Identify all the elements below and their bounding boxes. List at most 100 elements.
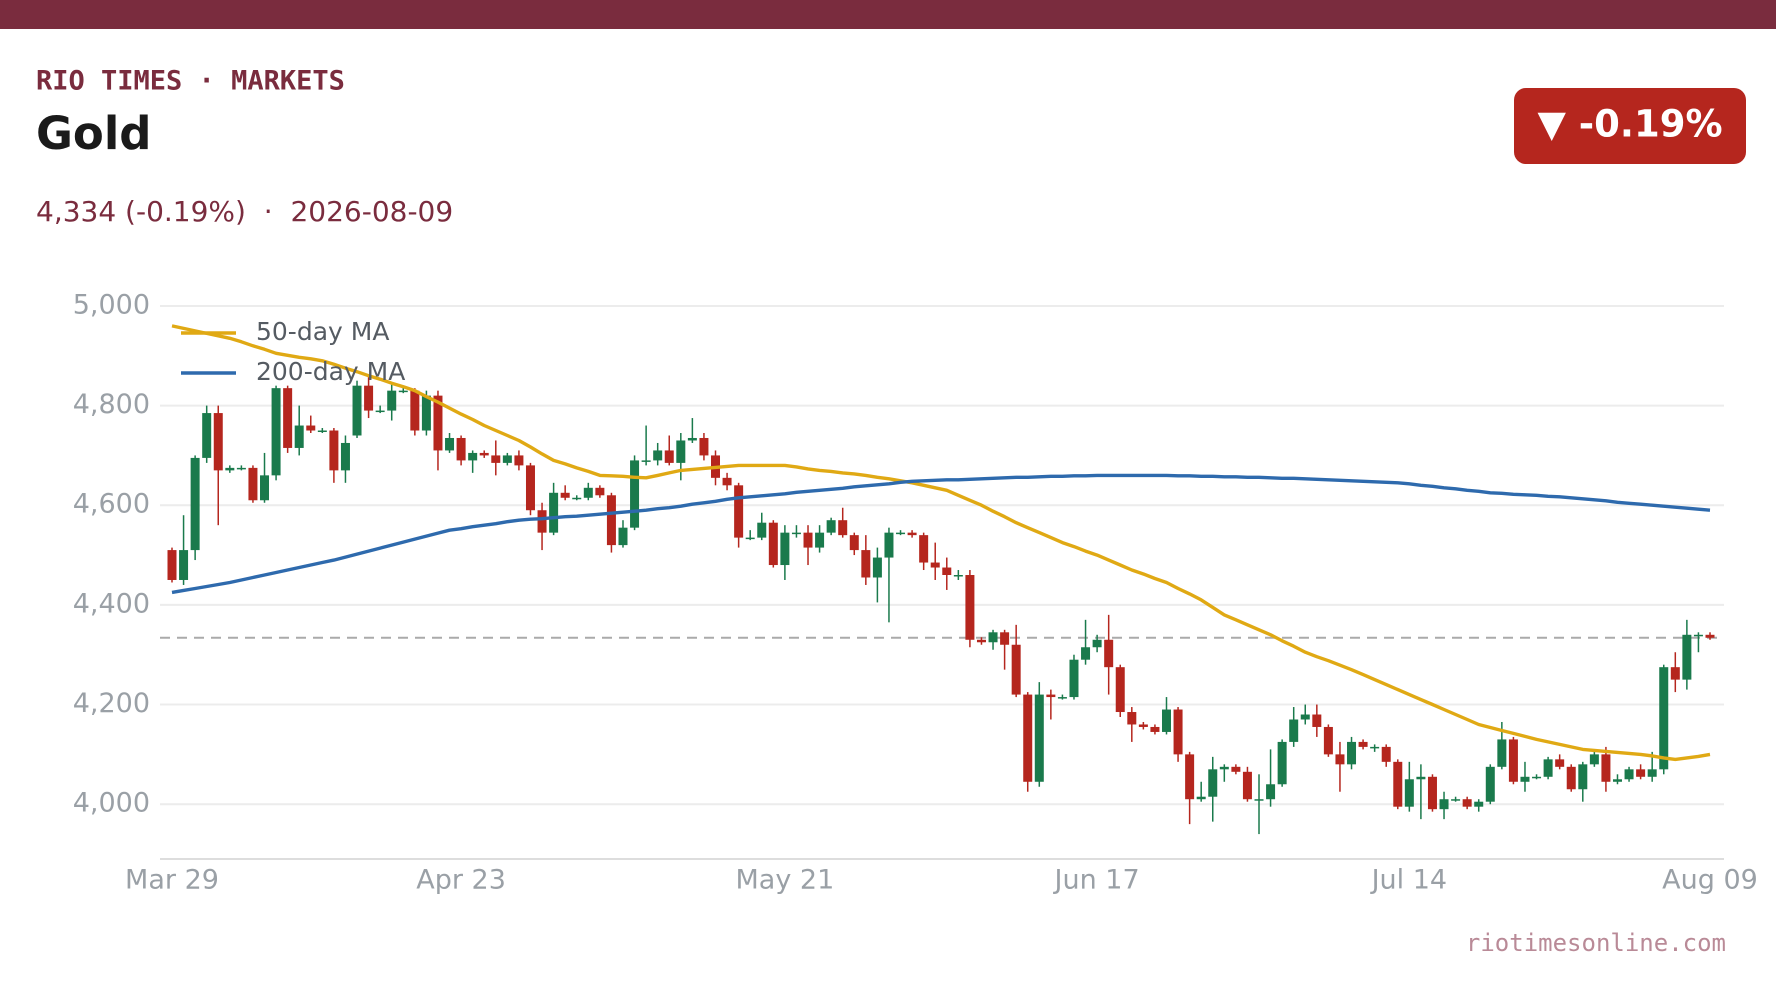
candle-body [1543,759,1553,777]
candle-body [664,450,674,463]
candle-body [1127,712,1137,725]
candle-body [699,437,709,456]
candle-body [1104,639,1114,668]
candle-body [930,562,940,568]
candle-body [1254,799,1264,801]
x-tick-label: Jul 14 [1370,865,1448,896]
candle-body [942,567,952,575]
x-tick-label: Mar 29 [125,865,219,896]
candle-body [179,550,189,580]
candle-body [1069,659,1079,698]
y-tick-label: 4,000 [73,788,150,819]
candle-body [1612,779,1622,782]
x-tick-label: Aug 09 [1662,865,1758,896]
candle-body [1115,667,1125,713]
candle-body [525,465,535,511]
candle-body [745,537,755,540]
badge-text: ▼ -0.19% [1537,103,1722,146]
x-tick-label: Jun 17 [1053,865,1140,896]
x-tick-label: May 21 [736,865,835,896]
candle-body [1323,726,1333,755]
candle-body [1659,667,1669,770]
candle-body [1266,784,1276,800]
candle-body [1497,739,1507,767]
candle-body [791,532,801,535]
candle-body [491,455,501,463]
candle-body [560,492,570,498]
candle-body [976,639,986,643]
candle-body [1196,796,1206,800]
candle-body [838,520,848,536]
legend-label: 200-day MA [256,357,405,386]
candle-body [317,430,327,433]
candle-body [896,532,906,535]
footer: riotimesonline.com [1466,929,1726,957]
subtitle: 4,334 (-0.19%) · 2026-08-09 [36,195,453,228]
candle-body [606,495,616,546]
candle-body [445,437,455,451]
candle-body [884,532,894,558]
candle-body [1138,724,1148,727]
candle-body [468,452,478,461]
candle-body [236,467,246,470]
x-tick-label: Apr 23 [416,865,506,896]
candle-body [1589,754,1599,765]
candle-body [306,425,316,431]
candle-body [537,510,547,533]
candle-body [1393,761,1403,807]
candle-body [1289,719,1299,742]
candle-body [1520,776,1530,782]
candle-body [872,557,882,578]
candle-body [687,437,697,441]
candle-body [283,388,293,448]
y-tick-label: 4,400 [73,588,150,619]
candle-body [1081,647,1091,660]
candle-body [826,520,836,533]
candle-body [803,532,813,548]
candle-body [225,467,235,471]
candle-body [1682,634,1692,680]
candle-body [514,455,524,466]
candle-body [815,532,825,548]
candle-body [1057,697,1067,699]
candle-body [294,425,304,448]
candle-body [387,390,397,411]
candle-body [375,410,385,413]
candle-body [1034,694,1044,782]
candle-body [549,492,559,533]
candle-body [1508,739,1518,782]
candle-body [248,467,258,501]
candle-body [1601,754,1611,782]
candle-body [260,475,270,501]
candle-body [722,477,732,486]
candle-body [1532,776,1542,779]
ma-line [171,324,1711,762]
candle-body [1000,632,1010,645]
candle-body [849,535,859,551]
candle-body [919,535,929,563]
candle-body [1358,741,1368,747]
candle-body [780,532,790,566]
candle-body [1647,769,1657,777]
candle-body [988,632,998,643]
candle-body [572,497,582,500]
candle-body [861,550,871,578]
candle-body [271,388,281,476]
candle-body [329,430,339,471]
candle-body [734,485,744,538]
candle-body [410,390,420,431]
y-tick-label: 4,800 [73,389,150,420]
candle-body [1231,766,1241,772]
candle-body [1185,754,1195,800]
candle-body [1150,726,1160,732]
candle-body [595,487,605,496]
candle-body [1705,634,1715,638]
candle-body [641,460,651,462]
candle-body [1046,694,1056,698]
candle-body [676,440,686,463]
candle-body [167,550,177,580]
candle-body [479,452,489,456]
candle-body [630,460,640,528]
candle-body [1242,771,1252,800]
